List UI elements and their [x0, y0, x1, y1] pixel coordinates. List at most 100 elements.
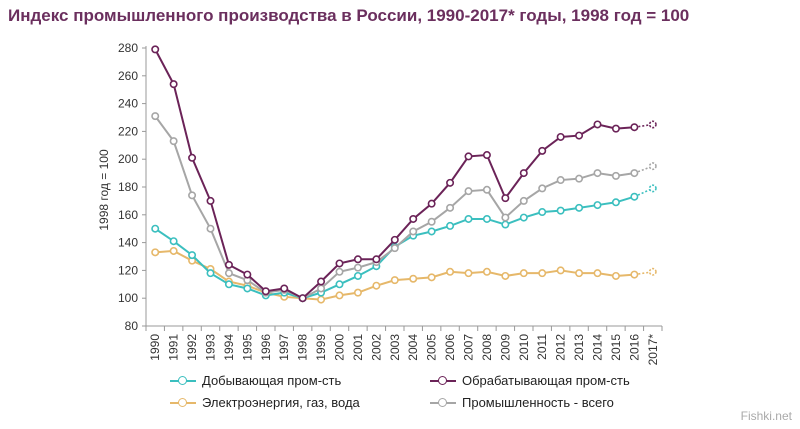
legend-swatch-icon — [430, 375, 456, 386]
y-tick-label: 240 — [118, 97, 138, 111]
series-0 — [151, 184, 657, 303]
data-point — [427, 217, 436, 226]
data-point — [298, 294, 307, 303]
data-point — [446, 203, 455, 212]
legend-swatch-icon — [170, 375, 196, 386]
data-point — [353, 271, 362, 280]
data-point — [188, 251, 197, 260]
data-point — [353, 263, 362, 272]
data-point — [169, 80, 178, 89]
data-point — [519, 169, 528, 178]
data-point — [538, 184, 547, 193]
data-point — [427, 273, 436, 282]
data-point — [372, 281, 381, 290]
x-tick-label: 1990 — [148, 334, 162, 361]
data-point — [482, 267, 491, 276]
data-point — [224, 280, 233, 289]
data-point — [243, 270, 252, 279]
y-tick-label: 80 — [125, 319, 139, 333]
y-tick-label: 280 — [118, 41, 138, 55]
data-point — [464, 152, 473, 161]
data-point — [446, 221, 455, 230]
data-point — [648, 162, 657, 171]
data-point — [390, 235, 399, 244]
data-point — [575, 131, 584, 140]
x-tick-label: 2015 — [609, 334, 623, 361]
data-point — [464, 187, 473, 196]
data-point — [519, 269, 528, 278]
legend-item-mining: Добывающая пром-сть — [170, 373, 341, 388]
data-point — [501, 194, 510, 203]
x-tick-label: 2013 — [572, 334, 586, 361]
x-tick-label: 2016 — [627, 334, 641, 361]
data-point — [648, 184, 657, 193]
x-tick-label: 2010 — [517, 334, 531, 361]
x-tick-label: 1997 — [277, 334, 291, 361]
data-point — [409, 227, 418, 236]
data-point — [335, 267, 344, 276]
data-point — [446, 267, 455, 276]
legend-label: Обрабатывающая пром-сть — [462, 373, 630, 388]
data-point — [575, 203, 584, 212]
data-point — [151, 112, 160, 121]
legend-item-total: Промышленность - всего — [430, 395, 614, 410]
data-point — [409, 214, 418, 223]
data-point — [390, 244, 399, 253]
data-point — [151, 248, 160, 257]
data-point — [575, 174, 584, 183]
series-forecast-line — [634, 123, 653, 129]
series-group — [151, 45, 657, 304]
data-point — [243, 284, 252, 293]
data-point — [206, 269, 215, 278]
data-point — [151, 224, 160, 233]
data-point — [611, 271, 620, 280]
data-point — [593, 201, 602, 210]
x-tick-label: 2004 — [406, 334, 420, 361]
data-point — [538, 146, 547, 155]
legend-label: Добывающая пром-сть — [202, 373, 342, 388]
data-point — [648, 267, 657, 276]
data-point — [224, 260, 233, 269]
data-point — [390, 276, 399, 285]
legend-item-manufacturing: Обрабатывающая пром-сть — [430, 373, 630, 388]
data-point — [188, 191, 197, 200]
x-tick-label: 1999 — [314, 334, 328, 361]
data-point — [538, 269, 547, 278]
x-tick-label: 2011 — [535, 334, 549, 360]
data-point — [556, 132, 565, 141]
data-point — [446, 178, 455, 187]
legend-label: Электроэнергия, газ, вода — [202, 395, 360, 410]
data-point — [519, 213, 528, 222]
data-point — [482, 185, 491, 194]
x-tick-label: 2006 — [443, 334, 457, 361]
data-point — [427, 199, 436, 208]
data-point — [593, 120, 602, 129]
data-point — [611, 124, 620, 133]
axes: 80 100 120 140 160 180 200 220 240 260 280 1990 1991… — [118, 41, 663, 365]
data-point — [372, 255, 381, 264]
data-point — [169, 137, 178, 146]
x-tick-label: 1993 — [204, 334, 218, 361]
legend-item-utilities: Электроэнергия, газ, вода — [170, 395, 360, 410]
x-tick-label: 2005 — [425, 334, 439, 361]
data-point — [317, 284, 326, 293]
x-tick-label: 2007 — [462, 334, 476, 361]
x-tick-label: 2001 — [351, 334, 365, 361]
legend-swatch-icon — [170, 397, 196, 408]
data-point — [169, 246, 178, 255]
x-tick-label: 2000 — [333, 334, 347, 361]
y-tick-label: 140 — [118, 236, 138, 250]
y-tick-label: 120 — [118, 263, 138, 277]
data-point — [482, 214, 491, 223]
y-tick-label: 260 — [118, 69, 138, 83]
y-axis-label: 1998 год = 100 — [97, 149, 111, 231]
x-tick-label: 2008 — [480, 334, 494, 361]
data-point — [575, 269, 584, 278]
x-tick-label: 2009 — [498, 334, 512, 361]
data-point — [224, 269, 233, 278]
data-point — [335, 280, 344, 289]
data-point — [556, 206, 565, 215]
data-point — [335, 291, 344, 300]
data-point — [261, 287, 270, 296]
